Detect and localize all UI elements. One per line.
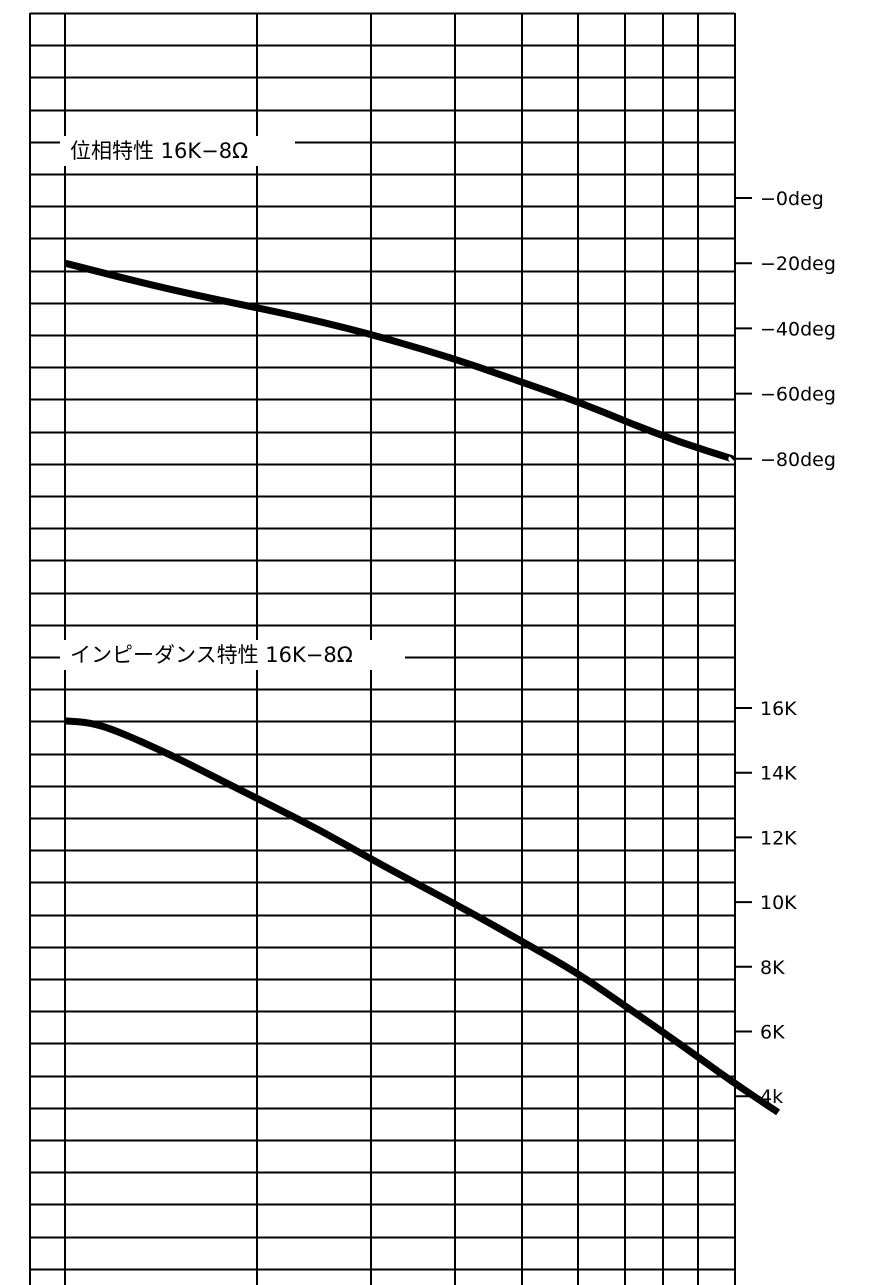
grid	[29, 12, 736, 1285]
impedance-tick-label: 16K	[760, 698, 797, 720]
phase-tick-label: −20deg	[760, 253, 836, 275]
impedance-tick-label: 6K	[760, 1022, 785, 1044]
phase-tick-label: −80deg	[760, 449, 836, 471]
curves	[64, 259, 781, 1116]
impedance-tick-label: 4k	[760, 1086, 783, 1108]
impedance-series-line	[64, 717, 781, 1116]
impedance-tick-label: 12K	[760, 827, 797, 849]
impedance-tick-label: 8K	[760, 957, 785, 979]
impedance-tick-label: 10K	[760, 892, 797, 914]
phase-tick-label: −40deg	[760, 318, 836, 340]
phase-chart-title: 位相特性 16K−8Ω	[70, 139, 248, 163]
phase-tick-label: −60deg	[760, 384, 836, 406]
phase-tick-label: −0deg	[760, 188, 824, 210]
impedance-chart-title: インピーダンス特性 16K−8Ω	[70, 643, 353, 667]
impedance-tick-label: 14K	[760, 763, 797, 785]
impedance-title-background	[60, 640, 405, 670]
labels: 位相特性 16K−8Ω −0deg −20deg −40deg −60deg −80deg…	[60, 136, 836, 1108]
phase-title-background	[60, 136, 295, 166]
phase-series-line	[64, 259, 736, 463]
